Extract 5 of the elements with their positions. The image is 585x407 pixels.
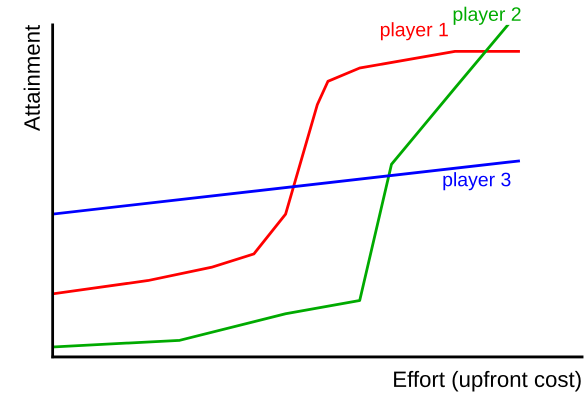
y-axis-title: Attainment [24,24,40,132]
series-label: player 3 [443,172,510,190]
series-label: player 2 [454,6,521,25]
x-axis-title: Effort (upfront cost) [394,370,581,392]
series-label: player 1 [380,22,448,40]
